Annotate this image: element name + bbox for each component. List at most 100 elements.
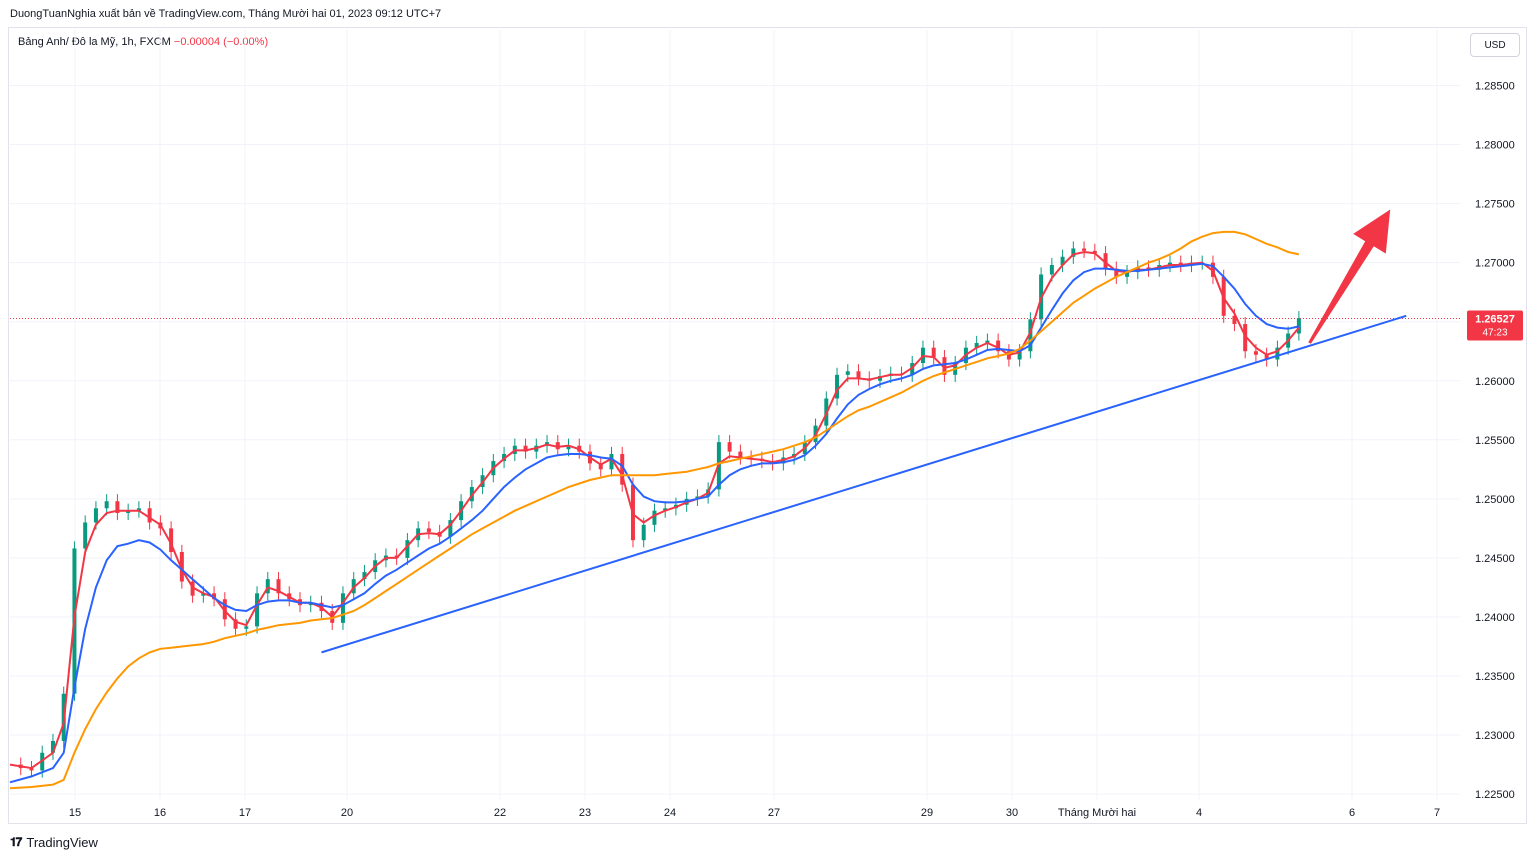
candle-body — [1060, 256, 1065, 266]
x-tick-label: 16 — [154, 807, 166, 819]
candle-body — [50, 740, 55, 753]
y-tick-label: 1.23500 — [1475, 671, 1515, 683]
candle-body — [1275, 347, 1280, 360]
candle-body — [942, 357, 947, 375]
y-tick-label: 1.27000 — [1475, 258, 1515, 270]
publisher-line: DuongTuanNghia xuất bản về TradingView.c… — [10, 8, 445, 20]
candle-body — [126, 510, 131, 514]
price-tag — [1467, 310, 1523, 341]
candle-body — [1082, 248, 1087, 251]
candle-body — [878, 376, 882, 381]
candle-body — [1243, 324, 1248, 352]
candle-body — [426, 528, 431, 532]
x-tick-label: 20 — [341, 807, 353, 819]
candle-body — [93, 508, 98, 523]
candle-body — [974, 342, 979, 348]
y-tick-label: 1.26000 — [1475, 376, 1515, 388]
candle-body — [1071, 248, 1076, 257]
x-tick-label: 6 — [1349, 807, 1355, 819]
price-tag-value: 1.26527 — [1475, 314, 1515, 326]
y-tick-label: 1.28000 — [1475, 140, 1515, 152]
x-tick-label: 17 — [239, 807, 251, 819]
y-tick-label: 1.28500 — [1475, 81, 1515, 93]
price-tag-countdown: 47:23 — [1482, 328, 1507, 339]
candle-body — [1103, 253, 1108, 269]
candle-body — [738, 451, 743, 458]
x-tick-label: 29 — [921, 807, 933, 819]
projection-arrow-icon — [1308, 209, 1391, 344]
candle-body — [835, 374, 840, 399]
x-tick-label: 22 — [494, 807, 506, 819]
candle-body — [1028, 319, 1033, 352]
x-tick-label: 4 — [1196, 807, 1202, 819]
candle-body — [1017, 351, 1022, 360]
series-line-ma_fast — [9, 250, 1300, 770]
x-tick-label: 27 — [768, 807, 780, 819]
candle-body — [652, 510, 657, 525]
candle-body — [727, 442, 732, 452]
candle-body — [147, 508, 152, 523]
candle-body — [115, 501, 120, 514]
candle-body — [985, 340, 990, 343]
candle-body — [1178, 262, 1183, 266]
footer-brand[interactable]: 𝟏𝟕 TradingView — [10, 835, 98, 850]
candle-body — [201, 593, 206, 596]
publisher-text: DuongTuanNghia xuất bản về TradingView.c… — [10, 8, 442, 20]
y-tick-label: 1.22500 — [1475, 789, 1515, 801]
candle-body — [663, 508, 668, 511]
candle-body — [448, 520, 453, 537]
series-line-ma_slow — [9, 230, 1300, 790]
candle-body — [340, 593, 345, 623]
candle-body — [1253, 351, 1258, 355]
x-tick-label: 7 — [1434, 807, 1440, 819]
y-tick-label: 1.25500 — [1475, 435, 1515, 447]
candle-body — [1168, 262, 1172, 266]
candle-body — [255, 593, 260, 627]
y-tick-label: 1.24000 — [1475, 612, 1515, 624]
candle-body — [641, 524, 646, 541]
candle-body — [1232, 315, 1237, 325]
candle-body — [566, 445, 571, 450]
y-tick-label: 1.24500 — [1475, 553, 1515, 565]
candle-body — [104, 501, 109, 509]
candle-body — [405, 540, 410, 558]
candle-body — [362, 572, 367, 580]
x-tick-label: Tháng Mười hai — [1058, 807, 1136, 819]
symbol-name: Bảng Anh/ Đô la Mỹ, 1h, FXCM — [18, 36, 171, 48]
candle-body — [179, 551, 184, 582]
support-trendline — [321, 314, 1407, 654]
candle-body — [598, 463, 603, 470]
candle-body — [1264, 354, 1269, 360]
candle-body — [523, 445, 528, 452]
candle-body — [233, 619, 238, 629]
candle-body — [931, 347, 936, 358]
candle-body — [222, 599, 227, 620]
candle-body — [996, 340, 1001, 352]
candle-body — [609, 453, 614, 470]
candle-body — [555, 442, 560, 450]
candle-body — [136, 508, 141, 511]
x-tick-label: 30 — [1006, 807, 1018, 819]
series-line-ma_mid — [9, 262, 1300, 784]
candle-body — [1114, 268, 1119, 277]
candle-body — [29, 768, 34, 771]
candle-body — [856, 371, 861, 379]
candle-body — [845, 371, 850, 375]
chart-frame — [8, 27, 1527, 824]
y-tick-label: 1.23000 — [1475, 730, 1515, 742]
tradingview-logo-icon: 𝟏𝟕 — [10, 835, 22, 849]
y-tick-label: 1.27500 — [1475, 199, 1515, 211]
candle-body — [1092, 250, 1097, 254]
candle-body — [1125, 272, 1130, 277]
candle-body — [620, 453, 625, 485]
candle-body — [1049, 265, 1054, 275]
candle-body — [265, 579, 270, 594]
brand-name: TradingView — [26, 835, 98, 850]
candle-body — [169, 528, 174, 552]
candle-body — [244, 626, 249, 629]
candle-body — [276, 579, 281, 594]
currency-button[interactable]: USD — [1470, 33, 1520, 57]
x-tick-label: 24 — [664, 807, 676, 819]
candle-body — [1146, 267, 1151, 270]
